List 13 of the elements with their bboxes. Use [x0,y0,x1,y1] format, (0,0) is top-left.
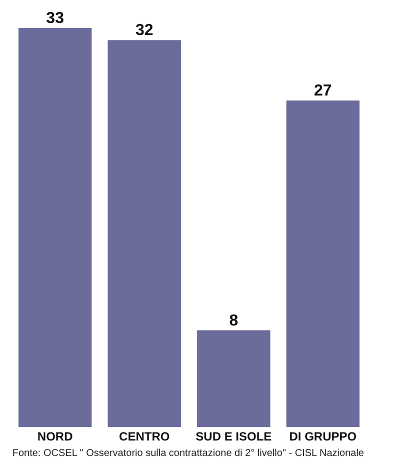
source-note: Fonte: OCSEL " Osservatorio sulla contrattazione di 2° livello" - CISL Nazionale [12,448,364,459]
x-tick-label: SUD E ISOLE [196,430,272,444]
bar [286,100,360,427]
data-label: 27 [314,82,332,100]
data-label: 33 [46,10,64,27]
bar [18,28,92,427]
bar [197,330,270,427]
data-label: 8 [229,312,238,330]
x-tick-label: NORD [37,430,74,444]
data-label: 32 [135,22,154,40]
x-tick-label: CENTRO [119,430,170,444]
bar [108,40,181,427]
x-tick-label: DI GRUPPO [289,430,357,444]
